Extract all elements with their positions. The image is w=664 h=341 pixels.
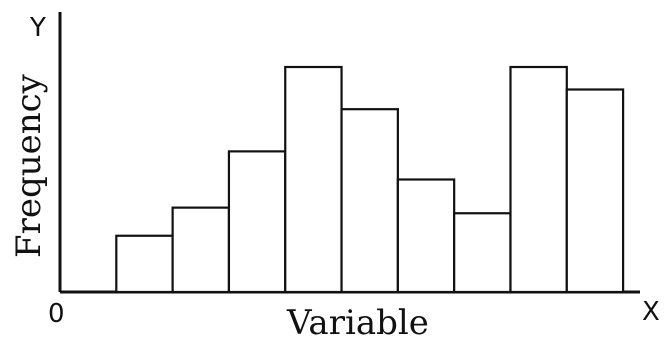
x-axis-title: Variable: [286, 303, 429, 341]
histogram-bar-5: [340, 108, 399, 294]
histogram-bar-4: [284, 65, 343, 294]
histogram-bar-3: [227, 150, 287, 294]
histogram-bar-8: [509, 65, 568, 294]
y-axis-title: Frequency: [9, 73, 49, 258]
histogram-bar-2: [171, 206, 231, 294]
origin-label: 0: [48, 299, 65, 329]
bars-group: [115, 65, 625, 294]
x-axis-end-label: X: [642, 297, 660, 327]
y-axis-end-label: Y: [29, 13, 46, 43]
histogram-bar-9: [565, 88, 625, 294]
histogram-bar-7: [453, 212, 512, 294]
histogram-bar-1: [115, 234, 174, 294]
histogram-bar-6: [396, 178, 456, 294]
